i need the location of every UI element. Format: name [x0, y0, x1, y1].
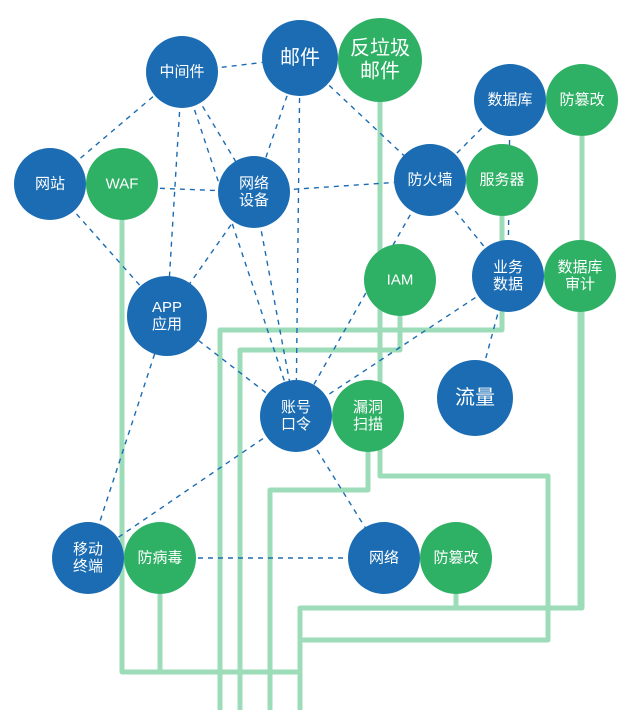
node-label: 终端 — [73, 558, 103, 575]
node-label: 网络 — [239, 175, 269, 192]
node-label: 网站 — [35, 176, 65, 193]
node-app: APP应用 — [127, 276, 207, 356]
dashed-edges-layer — [50, 58, 510, 558]
node-antivirus: 防病毒 — [124, 522, 196, 594]
node-label: 数据库 — [557, 259, 602, 276]
node-label: 漏洞 — [353, 399, 383, 416]
node-label: 反垃圾 — [350, 37, 410, 60]
node-label: 口令 — [281, 416, 311, 433]
node-label: 防病毒 — [137, 550, 182, 567]
node-label: 防火墙 — [407, 172, 452, 189]
node-mobile: 移动终端 — [52, 522, 124, 594]
node-dbaudit: 数据库审计 — [544, 240, 616, 312]
node-label: 设备 — [239, 192, 269, 209]
node-label: 账号 — [281, 399, 311, 416]
node-label: 审计 — [565, 276, 595, 293]
connector-path — [220, 216, 502, 710]
node-website: 网站 — [14, 148, 86, 220]
node-tamper2: 防篡改 — [420, 522, 492, 594]
node-label: 流量 — [455, 386, 495, 409]
node-bizdata: 业务数据 — [472, 240, 544, 312]
node-vulnscan: 漏洞扫描 — [332, 380, 404, 452]
node-label: 数据库 — [487, 92, 532, 109]
node-mail: 邮件 — [262, 20, 338, 96]
node-middleware: 中间件 — [146, 36, 218, 108]
node-label: 应用 — [152, 315, 182, 333]
node-account: 账号口令 — [260, 380, 332, 452]
node-label: 服务器 — [479, 172, 524, 189]
node-iam: IAM — [364, 244, 436, 316]
node-antispam: 反垃圾邮件 — [338, 18, 422, 102]
node-label: 邮件 — [280, 46, 320, 69]
network-diagram: 网站WAF中间件邮件反垃圾邮件数据库防篡改网络设备防火墙服务器IAM业务数据数据… — [0, 0, 640, 710]
node-firewall: 防火墙 — [394, 144, 466, 216]
node-database: 数据库 — [474, 64, 546, 136]
node-server: 服务器 — [466, 144, 538, 216]
node-traffic: 流量 — [437, 360, 513, 436]
node-network: 网络 — [348, 522, 420, 594]
node-label: 业务 — [493, 259, 523, 276]
node-label: 防篡改 — [559, 92, 604, 109]
node-label: 中间件 — [159, 64, 204, 81]
node-label: WAF — [106, 176, 139, 193]
edge-account-mobile — [88, 416, 296, 558]
node-waf: WAF — [86, 148, 158, 220]
node-label: 防篡改 — [433, 550, 478, 567]
node-label: 数据 — [493, 276, 523, 293]
node-netdev: 网络设备 — [218, 156, 290, 228]
node-label: IAM — [387, 272, 414, 289]
node-label: 邮件 — [360, 60, 400, 83]
node-label: 扫描 — [353, 416, 383, 433]
node-label: 移动 — [73, 541, 103, 558]
node-label: APP — [152, 299, 182, 316]
node-tamper1: 防篡改 — [546, 64, 618, 136]
edge-mail-account — [296, 58, 300, 416]
node-label: 网络 — [369, 550, 399, 567]
